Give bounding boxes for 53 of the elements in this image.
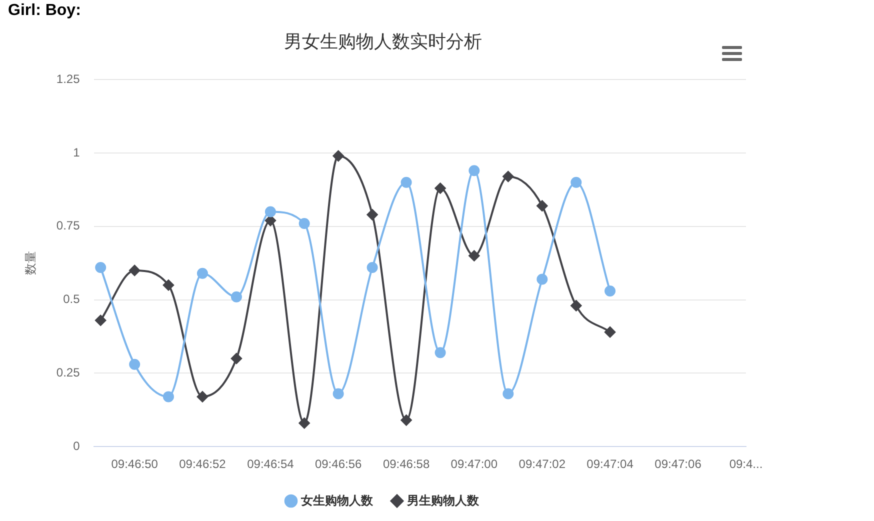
point: [298, 418, 310, 429]
x-tick-label: 09:46:50: [111, 457, 158, 472]
legend-label: 男生购物人数: [406, 493, 480, 508]
y-tick-label: 0: [73, 438, 80, 453]
point: [604, 326, 616, 338]
point: [536, 274, 548, 285]
point: [129, 358, 140, 370]
point: [434, 182, 446, 194]
legend-label: 女生购物人数: [300, 493, 374, 508]
point: [536, 200, 548, 212]
x-tick-label: 09:47:04: [586, 457, 634, 472]
x-tick-label: 09:46:52: [179, 457, 226, 472]
point: [502, 170, 514, 182]
point: [95, 262, 106, 274]
point: [95, 314, 106, 326]
point: [129, 264, 140, 276]
point: [570, 176, 582, 188]
point: [196, 391, 208, 402]
point: [196, 268, 208, 279]
text: Girl: Boy:: [8, 2, 81, 20]
point: [162, 280, 174, 291]
x-tick-label: 09:47:00: [450, 457, 498, 472]
point: [468, 250, 480, 262]
point: [570, 300, 582, 312]
x-tick-label: 09:46:56: [314, 457, 362, 472]
point: [230, 291, 242, 302]
y-axis-title: 数量: [24, 251, 38, 276]
point: [162, 391, 174, 402]
point: [298, 218, 310, 229]
chart-title: 男女生购物人数实时分析: [284, 31, 482, 52]
point: [264, 206, 276, 218]
y-tick-label: 0.75: [56, 218, 80, 233]
y-tick-label: 0.25: [56, 366, 80, 380]
point: [230, 353, 242, 364]
point: [468, 165, 480, 176]
x-tick-label: 09:46:58: [382, 457, 430, 472]
point: [366, 209, 378, 220]
x-tick-label: 09:46:54: [247, 457, 294, 472]
x-tick-label: 09:4...: [729, 457, 763, 472]
point: [604, 285, 616, 296]
point: [434, 347, 446, 358]
x-tick-label: 09:47:06: [654, 457, 702, 472]
y-tick-label: 1: [73, 145, 80, 160]
point: [264, 215, 276, 226]
point: [366, 262, 378, 274]
y-tick-label: 1.25: [56, 72, 80, 86]
point: [332, 388, 344, 400]
y-tick-label: 0.5: [63, 292, 80, 306]
point: [332, 150, 344, 162]
point: [400, 414, 412, 426]
x-tick-label: 09:47:02: [518, 457, 566, 472]
point: [502, 388, 514, 400]
point: [400, 176, 412, 188]
